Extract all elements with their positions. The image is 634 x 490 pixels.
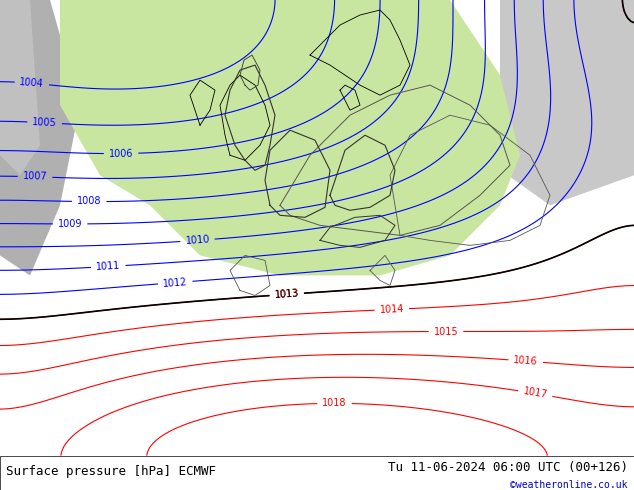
Text: 1010: 1010 xyxy=(185,235,210,246)
Text: 1009: 1009 xyxy=(58,219,82,229)
Polygon shape xyxy=(60,0,520,275)
Text: 1014: 1014 xyxy=(379,304,404,315)
Text: 1017: 1017 xyxy=(522,387,548,400)
Text: 1005: 1005 xyxy=(32,117,57,128)
Text: 1016: 1016 xyxy=(513,355,538,367)
Text: 1013: 1013 xyxy=(274,289,299,300)
Text: 1007: 1007 xyxy=(23,172,48,182)
Text: Tu 11-06-2024 06:00 UTC (00+126): Tu 11-06-2024 06:00 UTC (00+126) xyxy=(387,461,628,474)
Text: 1004: 1004 xyxy=(19,77,44,89)
Text: 1018: 1018 xyxy=(322,398,347,408)
Text: 1012: 1012 xyxy=(162,277,188,289)
Polygon shape xyxy=(0,0,80,275)
Text: 1008: 1008 xyxy=(77,196,101,207)
Text: ©weatheronline.co.uk: ©weatheronline.co.uk xyxy=(510,480,628,490)
Polygon shape xyxy=(480,0,634,205)
Text: 1011: 1011 xyxy=(96,261,121,272)
Text: 1006: 1006 xyxy=(109,148,133,159)
Polygon shape xyxy=(0,0,40,175)
Text: Surface pressure [hPa] ECMWF: Surface pressure [hPa] ECMWF xyxy=(6,465,216,478)
Text: 1015: 1015 xyxy=(434,326,458,337)
Text: 1013: 1013 xyxy=(274,289,299,300)
